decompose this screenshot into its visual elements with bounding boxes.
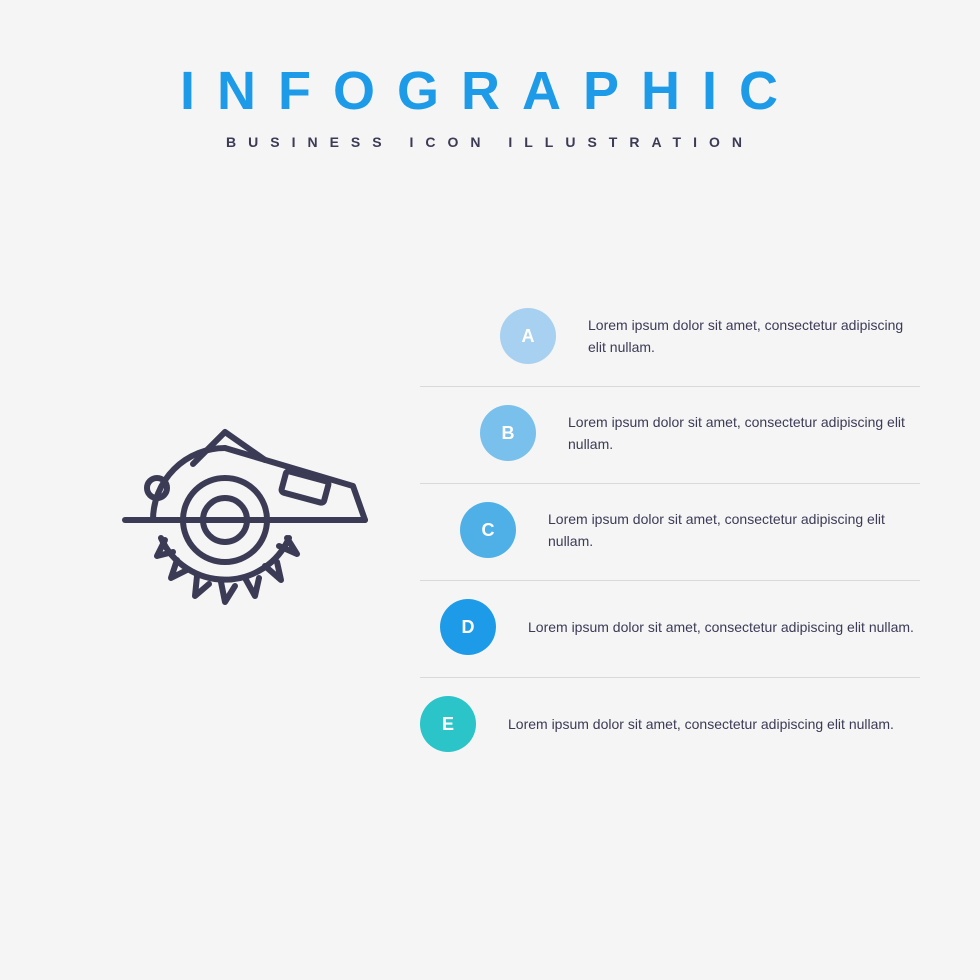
circular-saw-icon: [115, 420, 375, 620]
header: INFOGRAPHIC BUSINESS ICON ILLUSTRATION: [0, 0, 980, 150]
step-item: A Lorem ipsum dolor sit amet, consectetu…: [420, 290, 920, 387]
step-badge: E: [420, 696, 476, 752]
step-text: Lorem ipsum dolor sit amet, consectetur …: [548, 508, 920, 553]
step-badge: B: [480, 405, 536, 461]
step-text: Lorem ipsum dolor sit amet, consectetur …: [508, 713, 920, 735]
step-text: Lorem ipsum dolor sit amet, consectetur …: [528, 616, 920, 638]
steps-list: A Lorem ipsum dolor sit amet, consectetu…: [420, 290, 920, 774]
step-item: E Lorem ipsum dolor sit amet, consectetu…: [420, 678, 920, 774]
step-item: C Lorem ipsum dolor sit amet, consectetu…: [420, 484, 920, 581]
page-title: INFOGRAPHIC: [0, 60, 980, 122]
step-badge: D: [440, 599, 496, 655]
step-badge: A: [500, 308, 556, 364]
step-text: Lorem ipsum dolor sit amet, consectetur …: [588, 314, 920, 359]
step-item: B Lorem ipsum dolor sit amet, consectetu…: [420, 387, 920, 484]
page-subtitle: BUSINESS ICON ILLUSTRATION: [0, 134, 980, 150]
step-item: D Lorem ipsum dolor sit amet, consectetu…: [420, 581, 920, 678]
step-badge: C: [460, 502, 516, 558]
step-text: Lorem ipsum dolor sit amet, consectetur …: [568, 411, 920, 456]
